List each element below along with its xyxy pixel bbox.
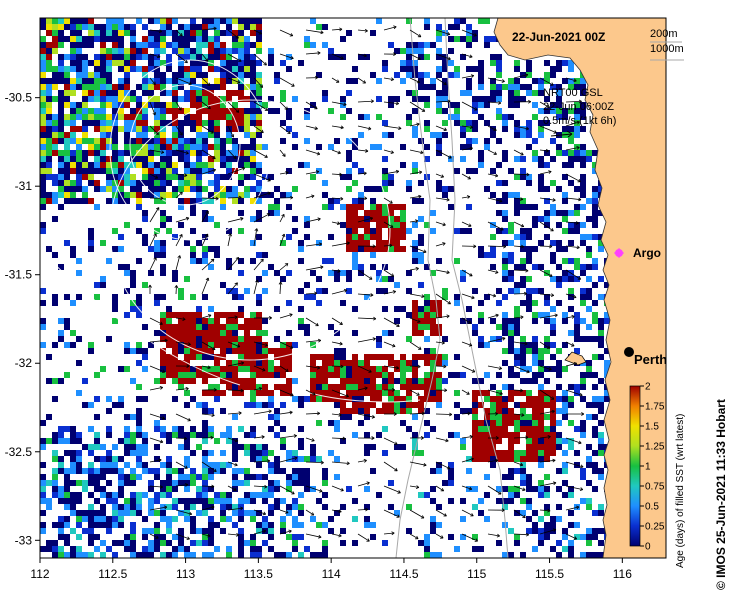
lon-tick-label: 112 bbox=[30, 567, 49, 581]
lat-tick-label: -31.5 bbox=[5, 268, 33, 282]
colorbar-tick-label: 0.25 bbox=[645, 522, 665, 533]
longitude-axis: 112 112.5 113 113.5 114 114.5 115 115.5 116 bbox=[30, 558, 632, 581]
current-legend-scale: 0.5m/s (1kt 6h) bbox=[543, 115, 616, 127]
colorbar-tick-label: 1.25 bbox=[645, 442, 665, 453]
colorbar-tick-label: 1.5 bbox=[645, 422, 659, 433]
lon-tick-label: 114 bbox=[322, 567, 341, 581]
lat-tick-label: -31 bbox=[15, 179, 33, 193]
credit-text: © IMOS 25-Jun-2021 11:33 Hobart bbox=[714, 399, 728, 590]
lon-tick-label: 113.5 bbox=[244, 567, 273, 581]
colorbar-tick-label: 1 bbox=[645, 462, 651, 473]
current-legend-model: NRT00 GSL bbox=[543, 87, 603, 99]
lat-tick-label: -32 bbox=[15, 356, 33, 370]
perth-marker[interactable] bbox=[624, 347, 634, 357]
perth-label: Perth bbox=[634, 352, 667, 367]
colorbar-tick-label: 0.5 bbox=[645, 502, 659, 513]
current-legend-time: 22-Jun 06:00Z bbox=[543, 101, 614, 113]
colorbar-tick-label: 2 bbox=[645, 382, 651, 393]
colorbar-title: Age (days) of filled SST (wrt latest) bbox=[675, 414, 686, 568]
lat-tick-label: -30.5 bbox=[5, 91, 33, 105]
lon-tick-label: 116 bbox=[613, 567, 632, 581]
colorbar-tick-label: 1.75 bbox=[645, 402, 665, 413]
lon-tick-label: 114.5 bbox=[389, 567, 418, 581]
lat-tick-label: -32.5 bbox=[5, 445, 33, 459]
map-title: 22-Jun-2021 00Z bbox=[512, 30, 605, 44]
depth-legend-200m: 200m bbox=[650, 28, 678, 40]
colorbar bbox=[630, 386, 640, 546]
argo-label: Argo bbox=[633, 246, 661, 260]
lon-tick-label: 115.5 bbox=[535, 567, 564, 581]
lon-tick-label: 113 bbox=[176, 567, 195, 581]
sst-age-field bbox=[40, 18, 610, 558]
lon-tick-label: 115 bbox=[467, 567, 486, 581]
lat-tick-label: -33 bbox=[15, 533, 33, 547]
colorbar-tick-label: 0 bbox=[645, 542, 651, 553]
colorbar-tick-label: 0.75 bbox=[645, 482, 665, 493]
latitude-axis: -30.5 -31 -31.5 -32 -32.5 -33 bbox=[5, 91, 40, 548]
lon-tick-label: 112.5 bbox=[98, 567, 127, 581]
depth-legend-1000m: 1000m bbox=[650, 43, 684, 55]
